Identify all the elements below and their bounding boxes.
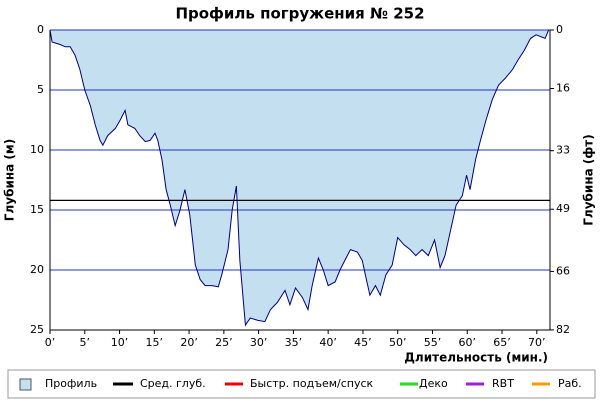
- x-tick-label: 70’: [528, 336, 546, 349]
- legend-label: RBT: [492, 377, 514, 390]
- area: [50, 30, 549, 326]
- legend-label: Деко: [419, 377, 448, 390]
- x-tick-label: 0’: [45, 336, 56, 349]
- x-tick-label: 30’: [250, 336, 268, 349]
- x-tick-label: 50’: [389, 336, 407, 349]
- y-axis-label: Глубина (м): [3, 139, 17, 221]
- y-tick-label: 10: [30, 143, 44, 156]
- x-tick-label: 20’: [180, 336, 198, 349]
- x-tick-label: 40’: [319, 336, 337, 349]
- legend-label: Профиль: [45, 377, 97, 390]
- y2-tick-label: 82: [556, 323, 570, 336]
- x-tick-label: 65’: [493, 336, 511, 349]
- y-tick-label: 0: [37, 23, 44, 36]
- y2-tick-label: 66: [556, 264, 570, 277]
- x-tick-label: 45’: [354, 336, 372, 349]
- y-tick-label: 25: [30, 323, 44, 336]
- legend-swatch: [19, 378, 32, 391]
- y2-tick-label: 16: [556, 82, 570, 95]
- x-tick-label: 60’: [458, 336, 476, 349]
- legend-label: Раб.: [558, 377, 582, 390]
- x-tick-label: 55’: [424, 336, 442, 349]
- x-tick-label: 10’: [111, 336, 129, 349]
- y2-tick-label: 49: [556, 202, 570, 215]
- y-tick-label: 5: [37, 83, 44, 96]
- legend-label: Сред. глуб.: [140, 377, 206, 390]
- chart-title: Профиль погружения № 252: [175, 5, 424, 23]
- x-tick-label: 25’: [215, 336, 233, 349]
- x-tick-label: 15’: [146, 336, 164, 349]
- legend-label: Быстр. подъем/спуск: [250, 377, 374, 390]
- y2-tick-label: 0: [556, 23, 563, 36]
- y2-axis-label: Глубина (фт): [582, 134, 596, 225]
- y-tick-label: 15: [30, 203, 44, 216]
- y-tick-label: 20: [30, 263, 44, 276]
- legend: [7, 369, 596, 399]
- profile-line: [49, 29, 550, 327]
- x-tick-label: 5’: [80, 336, 91, 349]
- x-tick-label: 35’: [285, 336, 303, 349]
- x-axis-label: Длительность (мин.): [404, 351, 548, 365]
- y2-tick-label: 33: [556, 144, 570, 157]
